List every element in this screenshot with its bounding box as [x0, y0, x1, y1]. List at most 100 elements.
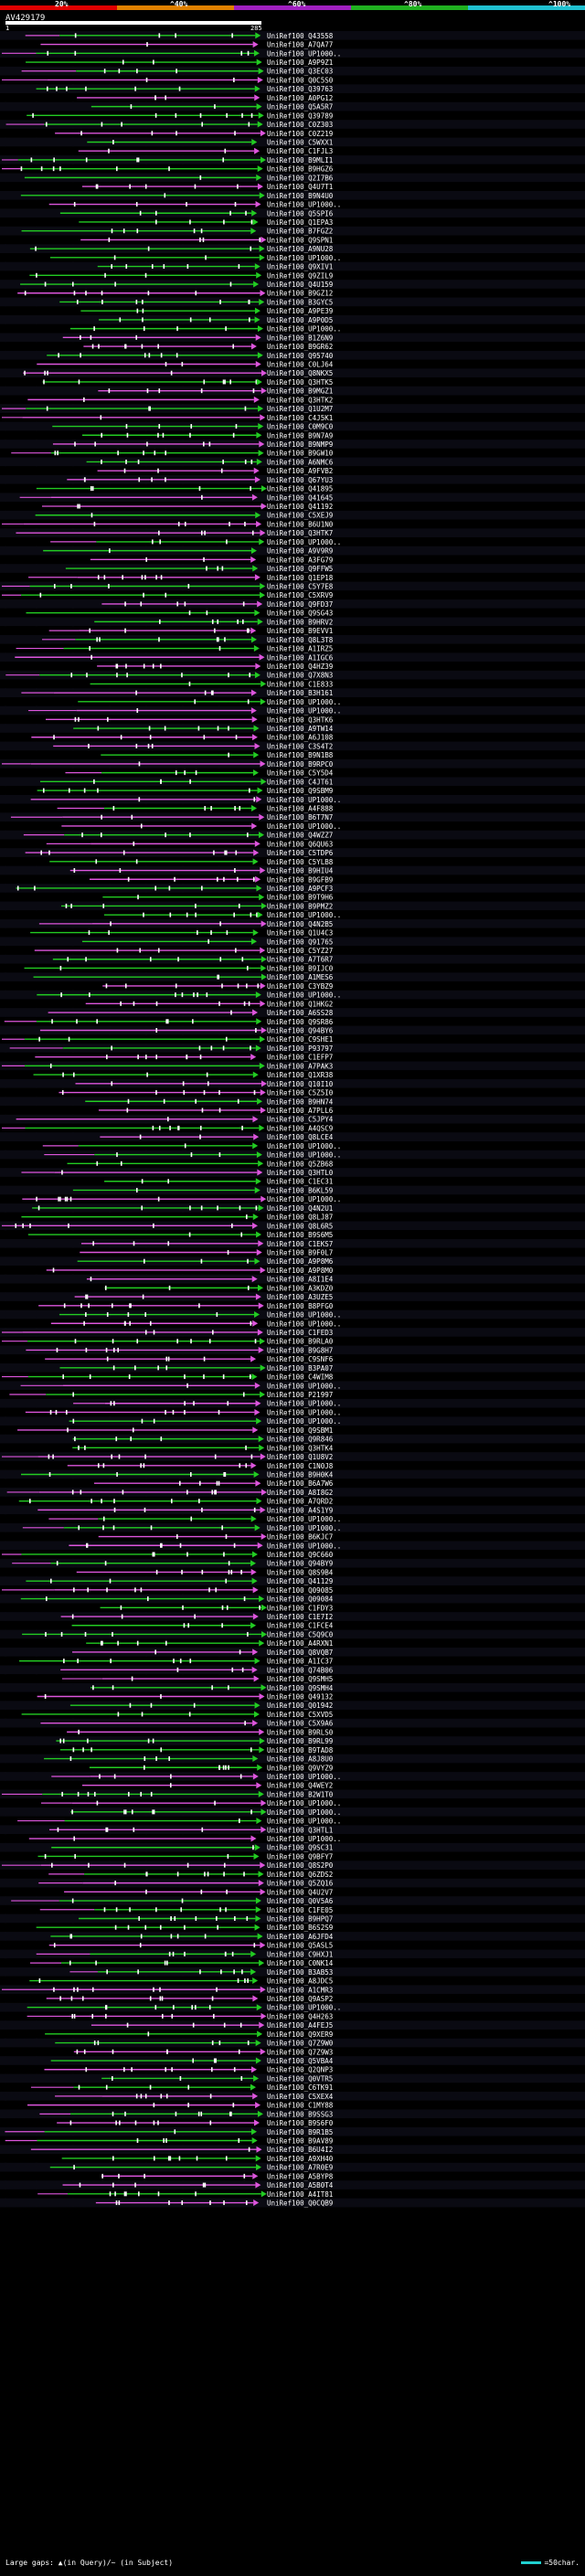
hit-row[interactable]: UniRef100_UP1000.. — [0, 822, 585, 831]
hit-row[interactable]: UniRef100_B9RPC0 — [0, 759, 585, 769]
hit-row[interactable]: UniRef100_B6T7N7 — [0, 812, 585, 822]
hit-row[interactable]: UniRef100_Q1XR38 — [0, 1070, 585, 1079]
hit-row[interactable]: UniRef100_Q41192 — [0, 502, 585, 511]
hit-row[interactable]: UniRef100_Q3HTK4 — [0, 1443, 585, 1452]
hit-row[interactable]: UniRef100_Q1U4C3 — [0, 928, 585, 938]
hit-row[interactable]: UniRef100_C0Z219 — [0, 128, 585, 138]
hit-row[interactable]: UniRef100_UP1000.. — [0, 1798, 585, 1807]
hit-row[interactable]: UniRef100_Q4HZ39 — [0, 662, 585, 671]
hit-row[interactable]: UniRef100_Q39789 — [0, 111, 585, 120]
hit-row[interactable]: UniRef100_Q41129 — [0, 1576, 585, 1585]
hit-row[interactable]: UniRef100_B9N4U0 — [0, 190, 585, 200]
hit-row[interactable]: UniRef100_Q5SPI6 — [0, 208, 585, 217]
hit-row[interactable]: UniRef100_A4RXN1 — [0, 1638, 585, 1648]
hit-row[interactable]: UniRef100_A9P9Z1 — [0, 58, 585, 67]
hit-row[interactable]: UniRef100_C1N0J8 — [0, 1460, 585, 1470]
hit-row[interactable]: UniRef100_B9NMP9 — [0, 440, 585, 449]
hit-row[interactable]: UniRef100_Q8S9B4 — [0, 1567, 585, 1577]
hit-row[interactable]: UniRef100_B3PA07 — [0, 1363, 585, 1373]
hit-row[interactable]: UniRef100_Q1U8V2 — [0, 1452, 585, 1461]
hit-row[interactable]: UniRef100_Q43558 — [0, 31, 585, 40]
hit-row[interactable]: UniRef100_Q6QU63 — [0, 839, 585, 849]
hit-row[interactable]: UniRef100_Q9VYZ9 — [0, 1763, 585, 1772]
hit-row[interactable]: UniRef100_Q39763 — [0, 84, 585, 93]
hit-row[interactable]: UniRef100_Q9BFY7 — [0, 1851, 585, 1861]
hit-row[interactable]: UniRef100_C1FCE4 — [0, 1620, 585, 1630]
hit-row[interactable]: UniRef100_Q3HTK6 — [0, 715, 585, 724]
hit-row[interactable]: UniRef100_A7PAK3 — [0, 1061, 585, 1071]
hit-row[interactable]: UniRef100_A6NMC6 — [0, 457, 585, 467]
hit-row[interactable]: UniRef100_Q9FD37 — [0, 599, 585, 609]
hit-row[interactable]: UniRef100_C4WIM8 — [0, 1372, 585, 1382]
hit-row[interactable]: UniRef100_A1IGC6 — [0, 652, 585, 662]
hit-row[interactable]: UniRef100_C5Y5D4 — [0, 768, 585, 778]
hit-row[interactable]: UniRef100_C0Z303 — [0, 120, 585, 129]
hit-row[interactable]: UniRef100_Q5ASL5 — [0, 1940, 585, 1950]
hit-row[interactable]: UniRef100_B9EVV1 — [0, 626, 585, 635]
hit-row[interactable]: UniRef100_B3GYC5 — [0, 297, 585, 307]
hit-row[interactable]: UniRef100_Q09085 — [0, 1585, 585, 1595]
hit-row[interactable]: UniRef100_UP1000.. — [0, 48, 585, 58]
hit-row[interactable]: UniRef100_A7QRD2 — [0, 1496, 585, 1506]
hit-row[interactable]: UniRef100_A9P0D5 — [0, 315, 585, 324]
hit-row[interactable]: UniRef100_P93797 — [0, 1044, 585, 1053]
hit-row[interactable]: UniRef100_C1E7I2 — [0, 1612, 585, 1621]
hit-row[interactable]: UniRef100_Q8LJ87 — [0, 1212, 585, 1222]
hit-row[interactable]: UniRef100_B9T9H6 — [0, 892, 585, 902]
hit-row[interactable]: UniRef100_Q9ASP2 — [0, 1994, 585, 2003]
hit-row[interactable]: UniRef100_C5Q9C0 — [0, 1629, 585, 1639]
hit-row[interactable]: UniRef100_B9H0K4 — [0, 1469, 585, 1479]
hit-row[interactable]: UniRef100_B9HRV2 — [0, 617, 585, 627]
hit-row[interactable]: UniRef100_B6S2S9 — [0, 1923, 585, 1932]
hit-row[interactable]: UniRef100_A9FVB2 — [0, 466, 585, 475]
hit-row[interactable]: UniRef100_Q95740 — [0, 350, 585, 360]
hit-row[interactable]: UniRef100_B6A7W6 — [0, 1479, 585, 1488]
hit-row[interactable]: UniRef100_C1FDY3 — [0, 1603, 585, 1612]
hit-row[interactable]: UniRef100_UP1000.. — [0, 1194, 585, 1203]
hit-row[interactable]: UniRef100_Q3EC03 — [0, 66, 585, 76]
hit-row[interactable]: UniRef100_C3S4T2 — [0, 741, 585, 751]
hit-row[interactable]: UniRef100_Q3HTK5 — [0, 377, 585, 387]
hit-row[interactable]: UniRef100_Q3HTL0 — [0, 1168, 585, 1177]
hit-row[interactable]: UniRef100_C1FE05 — [0, 1904, 585, 1914]
hit-row[interactable]: UniRef100_A4S1Y9 — [0, 1505, 585, 1515]
hit-row[interactable]: UniRef100_UP1000.. — [0, 1816, 585, 1826]
hit-row[interactable]: UniRef100_A5B0T4 — [0, 2180, 585, 2189]
hit-row[interactable]: UniRef100_UP1000.. — [0, 990, 585, 1000]
hit-row[interactable]: UniRef100_Q49132 — [0, 1691, 585, 1701]
hit-row[interactable]: UniRef100_UP1000.. — [0, 1381, 585, 1390]
hit-row[interactable]: UniRef100_Q4WEY2 — [0, 1780, 585, 1790]
hit-row[interactable]: UniRef100_UP1000.. — [0, 1834, 585, 1843]
hit-row[interactable]: UniRef100_B9HGZ6 — [0, 164, 585, 174]
hit-row[interactable]: UniRef100_Q9ZIL9 — [0, 270, 585, 280]
hit-row[interactable]: UniRef100_Q4N2U1 — [0, 1203, 585, 1213]
hit-row[interactable]: UniRef100_B9IJC0 — [0, 963, 585, 973]
hit-row[interactable]: UniRef100_Q8L6R5 — [0, 1221, 585, 1230]
hit-row[interactable]: UniRef100_A9P8M6 — [0, 1256, 585, 1266]
hit-row[interactable]: UniRef100_A0PG12 — [0, 93, 585, 102]
hit-row[interactable]: UniRef100_Q4H263 — [0, 2011, 585, 2021]
hit-row[interactable]: UniRef100_UP1000.. — [0, 910, 585, 919]
hit-row[interactable]: UniRef100_B9PMZ2 — [0, 901, 585, 911]
hit-row[interactable]: UniRef100_B9TAD8 — [0, 1744, 585, 1754]
hit-row[interactable]: UniRef100_Q3HTK2 — [0, 395, 585, 405]
hit-row[interactable]: UniRef100_A6JFD4 — [0, 1932, 585, 1941]
hit-row[interactable]: UniRef100_UP1000.. — [0, 794, 585, 804]
hit-row[interactable]: UniRef100_B7FGZ2 — [0, 226, 585, 236]
hit-row[interactable]: UniRef100_C3YBZ9 — [0, 981, 585, 991]
hit-row[interactable]: UniRef100_Q94BY9 — [0, 1558, 585, 1568]
hit-row[interactable]: UniRef100_C1EC31 — [0, 1176, 585, 1186]
hit-row[interactable]: UniRef100_UP1000.. — [0, 1807, 585, 1817]
hit-row[interactable]: UniRef100_A1CMR3 — [0, 1985, 585, 1994]
hit-row[interactable]: UniRef100_C5XRV9 — [0, 590, 585, 599]
hit-row[interactable]: UniRef100_Q9C660 — [0, 1550, 585, 1559]
hit-row[interactable]: UniRef100_C5WXX1 — [0, 137, 585, 147]
hit-row[interactable]: UniRef100_C1FJL3 — [0, 146, 585, 155]
hit-row[interactable]: UniRef100_Q3HTK7 — [0, 528, 585, 537]
hit-row[interactable]: UniRef100_C9SNF6 — [0, 1354, 585, 1363]
hit-row[interactable]: UniRef100_A4FEJ5 — [0, 2020, 585, 2030]
hit-row[interactable]: UniRef100_Q9XIV1 — [0, 261, 585, 271]
hit-row[interactable]: UniRef100_Q8VQB7 — [0, 1648, 585, 1657]
hit-row[interactable]: UniRef100_UP1000.. — [0, 253, 585, 262]
hit-row[interactable]: UniRef100_C5XEX4 — [0, 2092, 585, 2101]
